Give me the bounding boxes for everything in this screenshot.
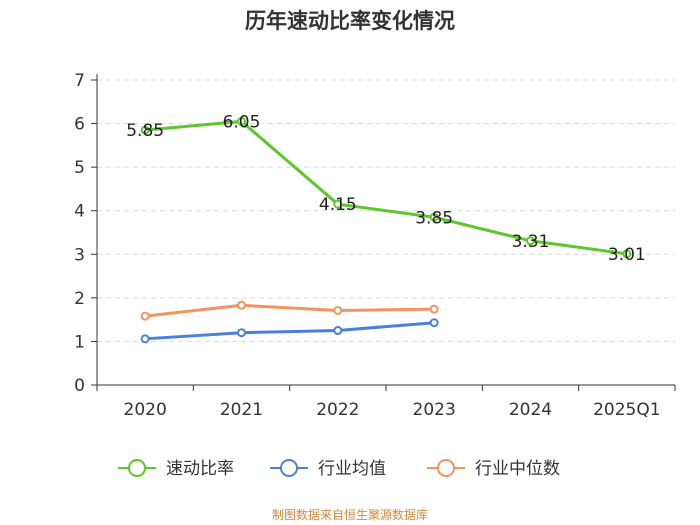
data-point xyxy=(429,212,439,222)
data-label: 6.05 xyxy=(223,112,261,132)
series-line-1 xyxy=(145,321,435,341)
x-tick-label: 2023 xyxy=(413,400,456,420)
data-point xyxy=(140,311,150,321)
source-note: 制图数据来自恒生聚源数据库 xyxy=(272,507,428,522)
data-label: 5.85 xyxy=(126,121,164,141)
legend-label: 速动比率 xyxy=(166,459,234,479)
series-line-0 xyxy=(145,119,628,256)
data-label: 3.01 xyxy=(608,245,646,265)
axes: 0 1 2 3 4 5 6 7 2020 2021 2022 2023 2024 2025Q1 xyxy=(74,71,676,420)
legend: 速动比率 行业均值 行业中位数 xyxy=(118,459,560,479)
y-tick-label: 5 xyxy=(74,158,85,178)
data-label: 3.31 xyxy=(512,232,550,252)
data-point xyxy=(429,304,439,314)
y-tick-label: 4 xyxy=(74,202,85,222)
data-point xyxy=(237,116,246,126)
chart-title: 历年速动比率变化情况 xyxy=(245,9,455,33)
data-point xyxy=(622,249,632,259)
data-point xyxy=(333,305,343,315)
legend-label: 行业均值 xyxy=(318,459,386,479)
data-point xyxy=(140,125,150,135)
legend-swatch-marker xyxy=(437,459,455,477)
data-label: 4.15 xyxy=(319,195,357,215)
x-tick-label: 2022 xyxy=(316,400,359,420)
series-group xyxy=(140,116,632,344)
data-point xyxy=(429,318,439,328)
x-tick-label: 2025Q1 xyxy=(593,400,660,420)
data-point xyxy=(140,334,150,344)
y-tick-label: 0 xyxy=(74,376,85,396)
x-tick-label: 2021 xyxy=(220,400,263,420)
data-point xyxy=(526,236,535,246)
y-tick-label: 7 xyxy=(74,71,85,91)
data-label: 3.85 xyxy=(415,208,453,228)
data-point xyxy=(237,300,246,310)
x-tick-label: 2024 xyxy=(509,400,552,420)
y-tick-label: 3 xyxy=(74,245,85,265)
data-point xyxy=(333,199,343,209)
y-tick-label: 2 xyxy=(74,289,85,309)
y-tick-label: 1 xyxy=(74,332,85,352)
data-labels: 5.85 6.05 4.15 3.85 3.31 3.01 xyxy=(126,112,646,264)
legend-swatch-marker xyxy=(128,459,146,477)
legend-label: 行业中位数 xyxy=(475,459,560,479)
legend-swatch-marker xyxy=(280,459,298,477)
series-line-2 xyxy=(144,303,435,318)
y-tick-label: 6 xyxy=(74,115,85,135)
data-point xyxy=(237,328,246,338)
data-point xyxy=(333,326,343,336)
x-tick-label: 2020 xyxy=(124,400,167,420)
